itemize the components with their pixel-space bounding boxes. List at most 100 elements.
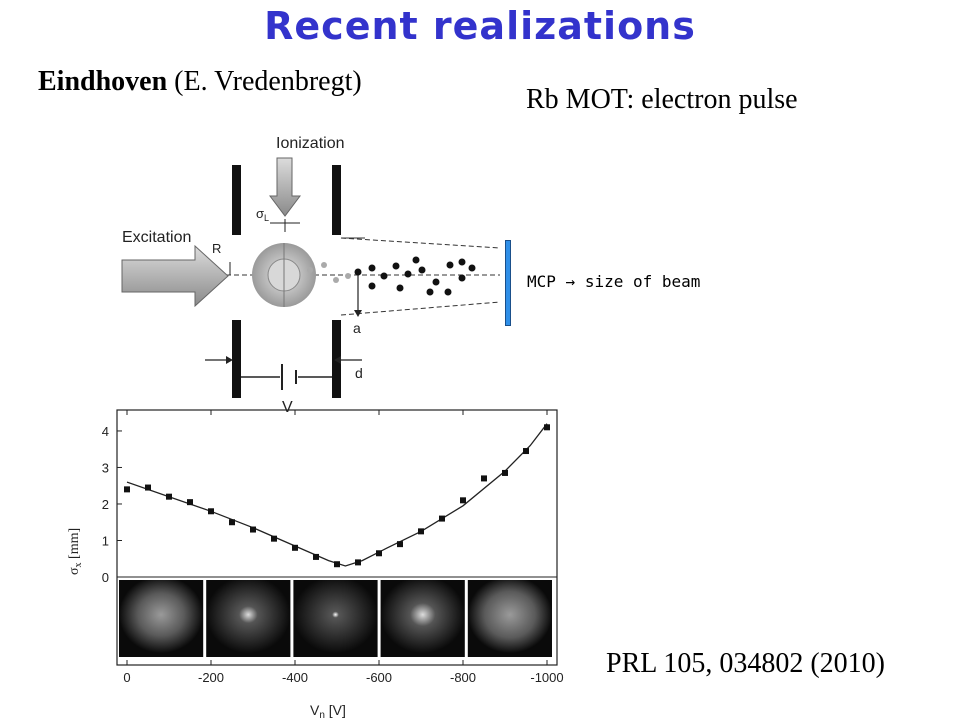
beam-image	[293, 580, 378, 657]
mcp-note: MCP → size of beam	[527, 272, 700, 291]
y-tick-label: 1	[102, 533, 109, 548]
x-tick-label: -600	[366, 670, 392, 685]
y-tick-label: 2	[102, 497, 109, 512]
data-point	[481, 475, 487, 482]
reference-citation: PRL 105, 034802 (2010)	[606, 648, 885, 679]
data-point	[208, 508, 214, 515]
affiliation-person: (E. Vredenbregt)	[167, 66, 362, 97]
electron-dot	[396, 284, 404, 292]
y-tick-label: 3	[102, 460, 109, 475]
d-label: d	[355, 365, 363, 381]
data-point	[292, 544, 298, 551]
data-point	[271, 535, 277, 542]
electron-dot	[458, 274, 466, 282]
data-point	[439, 515, 445, 522]
x-axis-label-subscript: n	[319, 710, 325, 720]
electron-dot	[307, 267, 313, 273]
x-tick-label: -1000	[530, 670, 563, 685]
data-point	[418, 528, 424, 535]
right-plate-top	[332, 165, 341, 235]
x-axis-label-unit: [V]	[325, 702, 346, 718]
fit-curve-group	[126, 423, 548, 567]
electron-dot	[345, 273, 351, 279]
data-point	[544, 424, 550, 431]
x-axis-label: Vn [V]	[310, 702, 346, 720]
data-point	[376, 550, 382, 557]
electron-dot	[446, 261, 454, 269]
data-point	[145, 484, 151, 491]
a-arrowhead	[354, 310, 362, 317]
chart-axes: 0 1 2 3 4 0 -200 -400 -600 -800 -1000	[102, 409, 564, 685]
electron-dot	[354, 268, 362, 276]
affiliation: Eindhoven (E. Vredenbregt)	[38, 66, 362, 98]
x-tick-label: -400	[282, 670, 308, 685]
y-axis-label-unit: [mm]	[67, 528, 82, 563]
data-point	[229, 519, 235, 526]
data-point	[166, 493, 172, 500]
electron-dot	[444, 288, 452, 296]
beam-image	[380, 580, 465, 657]
beam-envelope-top	[340, 237, 501, 249]
affiliation-city: Eindhoven	[38, 66, 168, 97]
beam-envelope-bottom	[340, 301, 501, 316]
slide-title: Recent realizations	[264, 4, 696, 48]
data-point	[187, 499, 193, 506]
electron-dot	[426, 288, 434, 296]
r-label: R	[212, 241, 221, 256]
electron-dot	[432, 278, 440, 286]
y-tick-label: 0	[102, 570, 109, 585]
sigma-l-symbol: σ	[256, 206, 264, 221]
mcp-note-arrow: →	[565, 272, 576, 291]
mcp-note-prefix: MCP	[527, 272, 556, 291]
excitation-label: Excitation	[122, 229, 191, 246]
ionization-label: Ionization	[276, 135, 345, 152]
beam-image	[467, 580, 552, 657]
left-plate-bottom	[232, 320, 241, 398]
plot-frame	[116, 409, 558, 666]
v-left-arrowhead	[226, 356, 233, 364]
a-label: a	[353, 320, 361, 336]
data-point	[523, 448, 529, 455]
electron-dot	[458, 258, 466, 266]
x-tick-label: -200	[198, 670, 224, 685]
data-point	[460, 497, 466, 504]
mcp-note-suffix: size of beam	[584, 272, 701, 291]
y-tick-label: 4	[102, 424, 109, 439]
data-point	[334, 561, 340, 568]
electron-dot	[418, 266, 426, 274]
mcp-detector	[505, 240, 511, 326]
beam-image	[119, 580, 204, 657]
beam-size-chart: 0 1 2 3 4 0 -200 -400 -600 -800 -1000 σx [mm] Vn […	[67, 409, 564, 720]
data-point	[397, 541, 403, 548]
d-arrowhead	[334, 356, 341, 364]
fit-curve	[126, 423, 548, 567]
electron-dot	[380, 272, 388, 280]
data-point	[313, 553, 319, 560]
electron-dot	[392, 262, 400, 270]
y-axis-label-subscript: x	[73, 562, 84, 567]
data-point	[124, 486, 130, 493]
sigma-l-label: σL	[256, 206, 269, 223]
electron-dot	[412, 256, 420, 264]
x-tick-label: 0	[123, 670, 130, 685]
x-axis-label-symbol: V	[310, 702, 320, 718]
y-axis-label: σx [mm]	[67, 528, 84, 575]
left-plate-top	[232, 165, 241, 235]
electron-dot	[468, 264, 476, 272]
electron-dot	[368, 264, 376, 272]
electron-dot	[321, 262, 327, 268]
x-tick-label: -800	[450, 670, 476, 685]
data-point	[355, 559, 361, 566]
y-axis-label-symbol: σ	[67, 567, 82, 575]
electron-dot	[404, 270, 412, 278]
excitation-arrow	[121, 244, 229, 308]
beam-image	[206, 580, 291, 657]
setup-diagram: Excitation Ionization σL R a d V	[121, 135, 501, 415]
data-point	[502, 469, 508, 476]
electron-dot	[333, 277, 339, 283]
slide-subtitle: Rb MOT: electron pulse	[526, 84, 798, 115]
data-point	[250, 526, 256, 533]
sigma-l-subscript: L	[264, 213, 269, 223]
ionization-arrow	[269, 157, 301, 217]
beam-images	[119, 580, 552, 657]
